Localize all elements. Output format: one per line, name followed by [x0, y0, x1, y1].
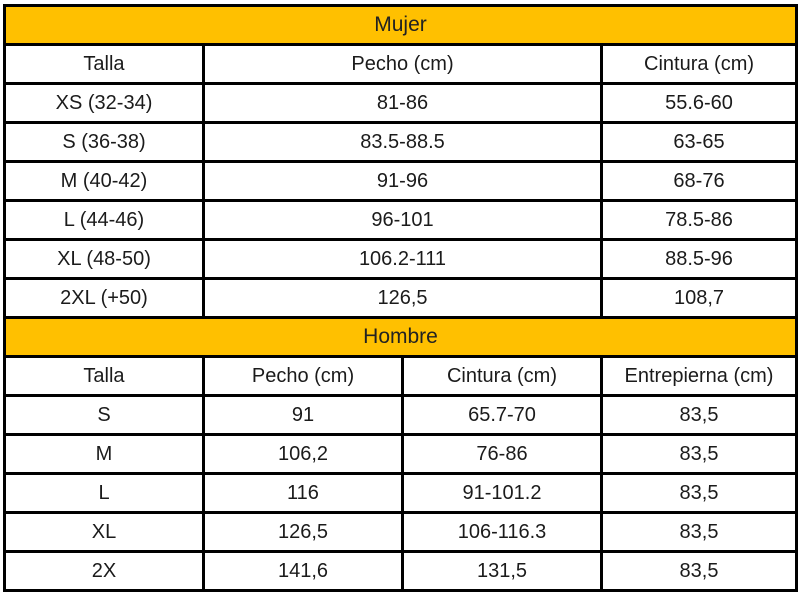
table-cell: 81-86 [202, 82, 603, 124]
table-cell: 83,5 [599, 511, 799, 553]
table-cell: 83,5 [599, 472, 799, 514]
table-cell: 126,5 [202, 277, 603, 319]
table-cell: 106,2 [202, 433, 404, 475]
mujer-header-row: Talla Pecho (cm) Cintura (cm) [3, 43, 799, 85]
table-cell: 78.5-86 [599, 199, 799, 241]
table-cell: XS (32-34) [3, 82, 205, 124]
table-row: L (44-46) 96-101 78.5-86 [3, 199, 799, 241]
mujer-header-talla: Talla [3, 43, 205, 85]
table-row: XL (48-50) 106.2-111 88.5-96 [3, 238, 799, 280]
table-cell: 131,5 [401, 550, 603, 592]
table-cell: 106.2-111 [202, 238, 603, 280]
table-row: 2XL (+50) 126,5 108,7 [3, 277, 799, 319]
table-cell: 83.5-88.5 [202, 121, 603, 163]
table-cell: XL (48-50) [3, 238, 205, 280]
table-cell: 68-76 [599, 160, 799, 202]
table-cell: 65.7-70 [401, 394, 603, 436]
table-cell: M (40-42) [3, 160, 205, 202]
table-cell: L [3, 472, 205, 514]
table-cell: 83,5 [599, 394, 799, 436]
hombre-header-row: Talla Pecho (cm) Cintura (cm) Entrepiern… [3, 355, 799, 397]
hombre-header-talla: Talla [3, 355, 205, 397]
table-cell: 55.6-60 [599, 82, 799, 124]
size-chart-table: Mujer Talla Pecho (cm) Cintura (cm) XS (… [2, 4, 799, 592]
table-row: XL 126,5 106-116.3 83,5 [3, 511, 799, 553]
table-cell: 91 [202, 394, 404, 436]
table-cell: 63-65 [599, 121, 799, 163]
hombre-header-cintura: Cintura (cm) [401, 355, 603, 397]
table-cell: M [3, 433, 205, 475]
table-cell: 106-116.3 [401, 511, 603, 553]
hombre-header-pecho: Pecho (cm) [202, 355, 404, 397]
mujer-header-pecho: Pecho (cm) [202, 43, 603, 85]
table-cell: 2X [3, 550, 205, 592]
table-cell: 83,5 [599, 433, 799, 475]
table-row: M 106,2 76-86 83,5 [3, 433, 799, 475]
table-cell: 91-101.2 [401, 472, 603, 514]
table-row: L 116 91-101.2 83,5 [3, 472, 799, 514]
table-cell: 141,6 [202, 550, 404, 592]
table-cell: 83,5 [599, 550, 799, 592]
table-row: S (36-38) 83.5-88.5 63-65 [3, 121, 799, 163]
mujer-header-cintura: Cintura (cm) [599, 43, 799, 85]
hombre-section-band: Hombre [2, 316, 799, 358]
table-cell: XL [3, 511, 205, 553]
mujer-section-band: Mujer [2, 4, 799, 46]
table-cell: 88.5-96 [599, 238, 799, 280]
table-cell: 2XL (+50) [3, 277, 205, 319]
table-cell: L (44-46) [3, 199, 205, 241]
table-cell: S (36-38) [3, 121, 205, 163]
table-cell: 108,7 [599, 277, 799, 319]
table-cell: 126,5 [202, 511, 404, 553]
table-cell: 76-86 [401, 433, 603, 475]
table-row: XS (32-34) 81-86 55.6-60 [3, 82, 799, 124]
table-row: 2X 141,6 131,5 83,5 [3, 550, 799, 592]
hombre-section-title: Hombre [2, 316, 799, 358]
table-row: M (40-42) 91-96 68-76 [3, 160, 799, 202]
mujer-section-title: Mujer [2, 4, 799, 46]
table-cell: 96-101 [202, 199, 603, 241]
hombre-header-entrepierna: Entrepierna (cm) [599, 355, 799, 397]
table-cell: 91-96 [202, 160, 603, 202]
table-cell: 116 [202, 472, 404, 514]
table-cell: S [3, 394, 205, 436]
table-row: S 91 65.7-70 83,5 [3, 394, 799, 436]
